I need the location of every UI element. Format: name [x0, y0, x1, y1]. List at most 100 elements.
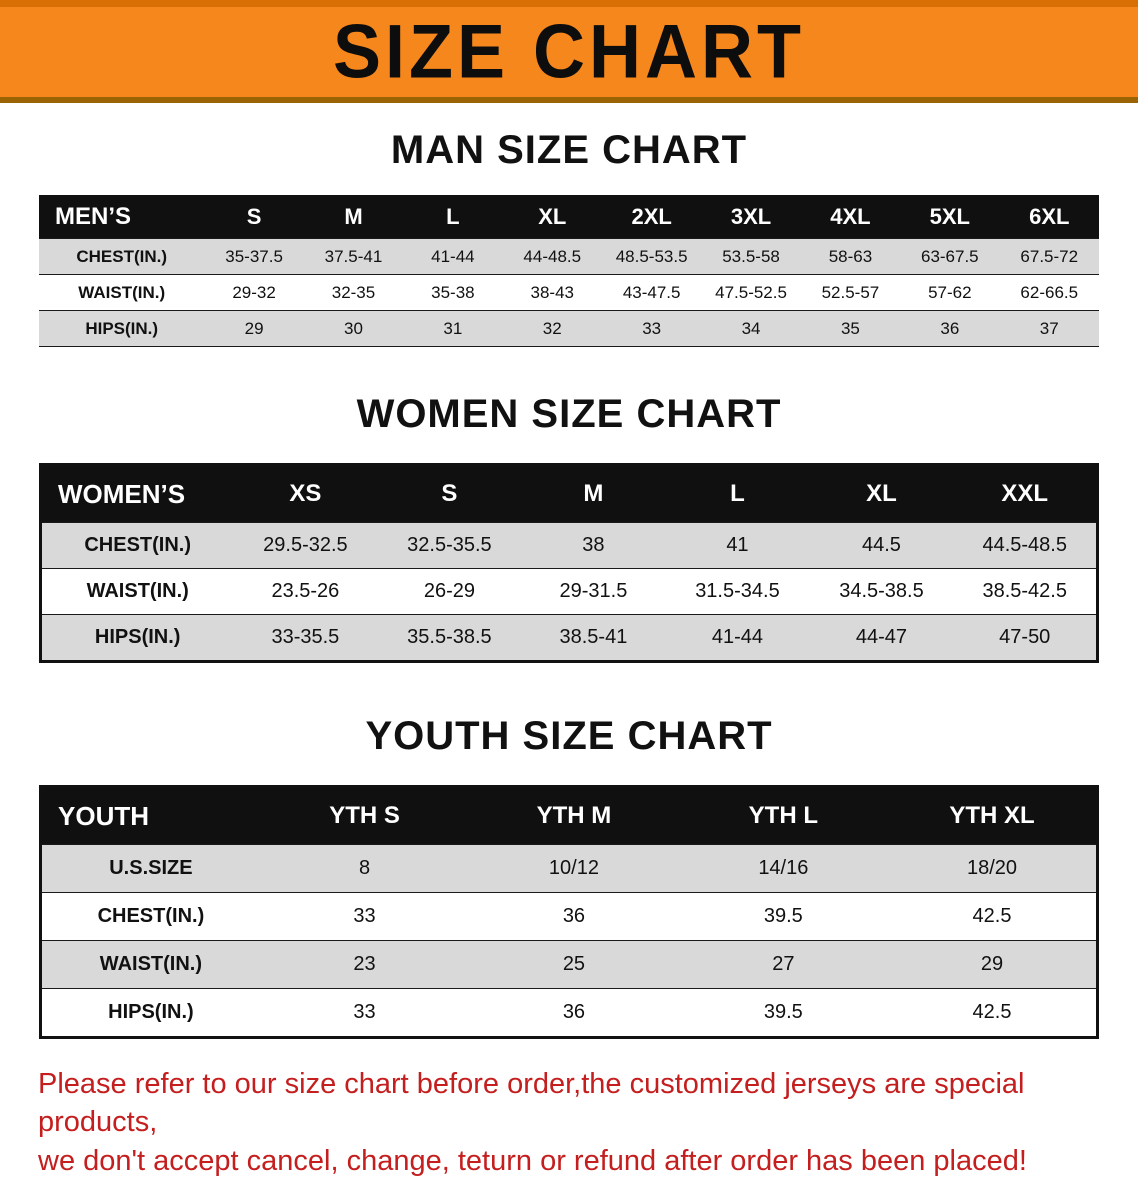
- size-value-cell: 33-35.5: [233, 614, 378, 662]
- size-value-cell: 34: [701, 310, 801, 347]
- measurement-row-label: WAIST(IN.): [40, 940, 260, 989]
- size-value-cell: 30: [303, 310, 404, 347]
- size-column-header: L: [403, 195, 503, 239]
- size-value-cell: 36: [469, 988, 679, 1038]
- size-value-cell: 67.5-72: [999, 238, 1099, 275]
- measurement-row-label: CHEST(IN.): [40, 892, 260, 941]
- size-value-cell: 8: [259, 844, 470, 893]
- size-value-cell: 31: [403, 310, 503, 347]
- disclaimer-line-1: Please refer to our size chart before or…: [38, 1068, 1025, 1139]
- women-size-table: WOMEN’S XS S M L XL XXL CHEST(IN.) 29.5-32.5 32.5…: [39, 463, 1099, 663]
- size-chart-banner: SIZE CHART: [0, 0, 1138, 103]
- size-value-cell: 42.5: [888, 892, 1098, 941]
- size-value-cell: 44-48.5: [502, 238, 602, 275]
- size-value-cell: 41: [665, 522, 810, 569]
- size-value-cell: 25: [469, 940, 679, 989]
- size-column-header: XS: [233, 464, 378, 523]
- size-value-cell: 44-47: [809, 614, 954, 662]
- size-value-cell: 41-44: [665, 614, 810, 662]
- measurement-row-label: HIPS(IN.): [40, 988, 260, 1038]
- size-value-cell: 18/20: [888, 844, 1098, 893]
- size-column-header: 6XL: [999, 195, 1099, 239]
- size-value-cell: 10/12: [469, 844, 679, 893]
- table-row: CHEST(IN.) 35-37.5 37.5-41 41-44 44-48.5 48.5…: [39, 238, 1099, 275]
- size-column-header: YTH L: [678, 786, 889, 845]
- table-row: HIPS(IN.) 33 36 39.5 42.5: [40, 988, 1098, 1038]
- size-value-cell: 26-29: [377, 568, 522, 615]
- size-column-header: YTH S: [259, 786, 470, 845]
- size-column-header: YTH M: [469, 786, 679, 845]
- size-column-header: 5XL: [900, 195, 1000, 239]
- size-value-cell: 58-63: [800, 238, 901, 275]
- size-value-cell: 29: [204, 310, 304, 347]
- table-corner-label: MEN’S: [39, 195, 205, 239]
- size-column-header: XL: [502, 195, 602, 239]
- size-value-cell: 34.5-38.5: [809, 568, 954, 615]
- size-column-header: S: [377, 464, 522, 523]
- size-value-cell: 52.5-57: [800, 274, 901, 311]
- size-value-cell: 29-31.5: [521, 568, 666, 615]
- size-value-cell: 43-47.5: [601, 274, 702, 311]
- size-value-cell: 29.5-32.5: [233, 522, 378, 569]
- size-value-cell: 38-43: [502, 274, 602, 311]
- size-value-cell: 23.5-26: [233, 568, 378, 615]
- size-value-cell: 14/16: [678, 844, 889, 893]
- size-column-header: XXL: [953, 464, 1098, 523]
- men-section-heading: MAN SIZE CHART: [390, 128, 748, 172]
- measurement-row-label: HIPS(IN.): [39, 310, 205, 347]
- size-value-cell: 32: [502, 310, 602, 347]
- size-column-header: M: [521, 464, 666, 523]
- size-value-cell: 23: [259, 940, 470, 989]
- size-value-cell: 44.5: [809, 522, 954, 569]
- table-row: HIPS(IN.) 29 30 31 32 33 34 35 36 37: [39, 310, 1099, 347]
- size-value-cell: 47-50: [953, 614, 1098, 662]
- size-value-cell: 39.5: [678, 892, 889, 941]
- measurement-row-label: CHEST(IN.): [40, 522, 234, 569]
- size-column-header: S: [204, 195, 304, 239]
- size-value-cell: 47.5-52.5: [701, 274, 801, 311]
- size-column-header: YTH XL: [888, 786, 1098, 845]
- size-value-cell: 41-44: [403, 238, 503, 275]
- table-row: WAIST(IN.) 23 25 27 29: [40, 940, 1098, 989]
- size-value-cell: 33: [601, 310, 702, 347]
- table-header-row: YOUTH YTH S YTH M YTH L YTH XL: [40, 786, 1098, 845]
- youth-section-heading: YOUTH SIZE CHART: [365, 714, 773, 758]
- measurement-row-label: CHEST(IN.): [39, 238, 205, 275]
- table-row: CHEST(IN.) 33 36 39.5 42.5: [40, 892, 1098, 941]
- size-value-cell: 63-67.5: [900, 238, 1000, 275]
- table-header-row: WOMEN’S XS S M L XL XXL: [40, 464, 1098, 523]
- size-value-cell: 39.5: [678, 988, 889, 1038]
- size-value-cell: 35: [800, 310, 901, 347]
- size-value-cell: 29-32: [204, 274, 304, 311]
- size-value-cell: 33: [259, 988, 470, 1038]
- table-row: WAIST(IN.) 23.5-26 26-29 29-31.5 31.5-34.5 34…: [40, 568, 1098, 615]
- measurement-row-label: WAIST(IN.): [39, 274, 205, 311]
- size-value-cell: 53.5-58: [701, 238, 801, 275]
- table-header-row: MEN’S S M L XL 2XL 3XL 4XL 5XL 6XL: [39, 195, 1099, 239]
- size-column-header: 4XL: [800, 195, 901, 239]
- size-value-cell: 57-62: [900, 274, 1000, 311]
- size-column-header: 2XL: [601, 195, 702, 239]
- size-column-header: M: [303, 195, 404, 239]
- size-value-cell: 35-37.5: [204, 238, 304, 275]
- disclaimer-note: Please refer to our size chart before or…: [38, 1065, 1100, 1180]
- size-value-cell: 38.5-41: [521, 614, 666, 662]
- size-value-cell: 42.5: [888, 988, 1098, 1038]
- table-corner-label: WOMEN’S: [40, 464, 234, 523]
- size-value-cell: 35-38: [403, 274, 503, 311]
- disclaimer-line-2: we don't accept cancel, change, teturn o…: [38, 1144, 1027, 1177]
- size-value-cell: 62-66.5: [999, 274, 1099, 311]
- measurement-row-label: HIPS(IN.): [40, 614, 234, 662]
- size-value-cell: 37: [999, 310, 1099, 347]
- size-value-cell: 38: [521, 522, 666, 569]
- table-row: CHEST(IN.) 29.5-32.5 32.5-35.5 38 41 44.5 44.5…: [40, 522, 1098, 569]
- size-value-cell: 35.5-38.5: [377, 614, 522, 662]
- measurement-row-label: U.S.SIZE: [40, 844, 260, 893]
- size-value-cell: 32.5-35.5: [377, 522, 522, 569]
- youth-size-table: YOUTH YTH S YTH M YTH L YTH XL U.S.SIZE 8 10/12…: [39, 785, 1099, 1039]
- table-corner-label: YOUTH: [40, 786, 260, 845]
- youth-size-section: YOUTH SIZE CHART YOUTH YTH S YTH M YTH L YTH…: [0, 713, 1138, 1039]
- size-value-cell: 32-35: [303, 274, 404, 311]
- size-value-cell: 36: [900, 310, 1000, 347]
- table-row: HIPS(IN.) 33-35.5 35.5-38.5 38.5-41 41-44 44-…: [40, 614, 1098, 662]
